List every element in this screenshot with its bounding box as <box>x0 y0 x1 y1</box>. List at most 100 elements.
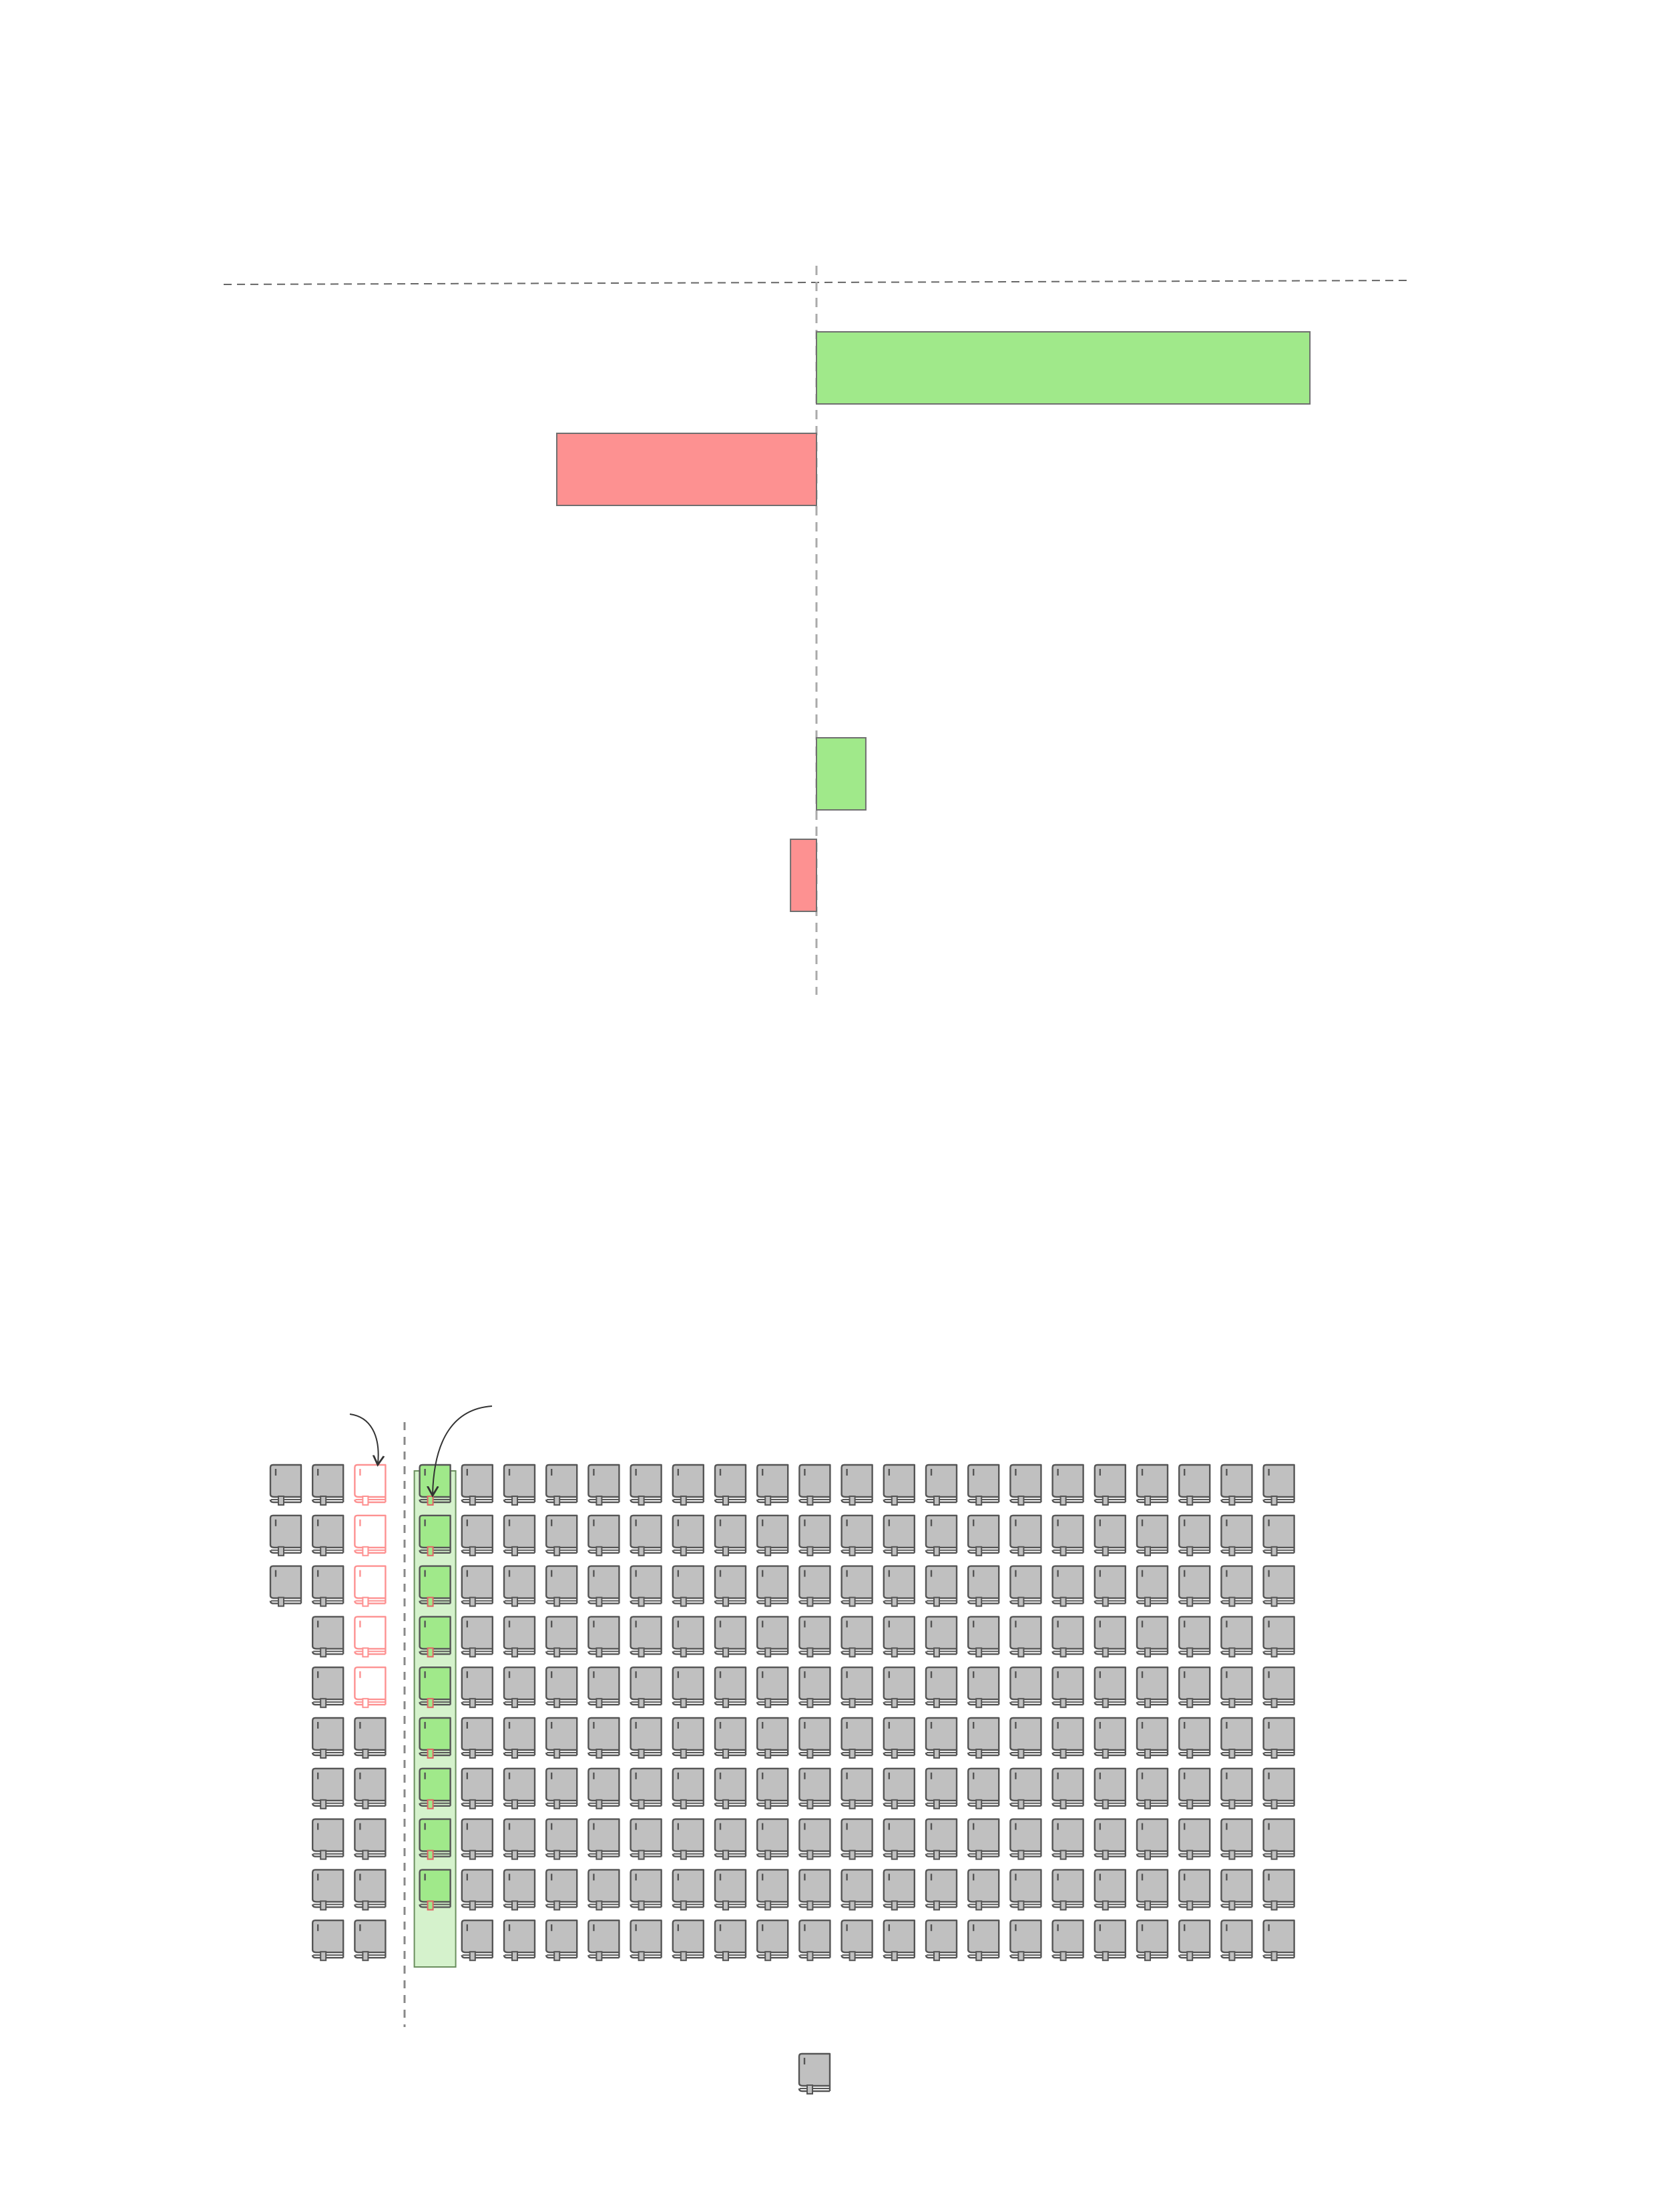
book-icon <box>1262 1464 1295 1506</box>
book-icon <box>269 1565 302 1607</box>
book-icon <box>354 1869 387 1911</box>
book-icon <box>925 1869 958 1911</box>
book-icon <box>1051 1464 1084 1506</box>
book-icon <box>1178 1464 1211 1506</box>
book-icon <box>714 1514 747 1556</box>
book-icon <box>756 1514 789 1556</box>
book-icon <box>672 1514 704 1556</box>
book-icon <box>545 1717 578 1759</box>
book-icon <box>1220 1818 1253 1860</box>
book-icon <box>883 1767 915 1809</box>
book-icon <box>798 1717 831 1759</box>
book-icon <box>672 1717 704 1759</box>
book-icon <box>1178 1920 1211 1962</box>
book-icon <box>925 1616 958 1658</box>
book-icon <box>312 1920 344 1962</box>
book-icon <box>1220 1920 1253 1962</box>
book-icon <box>1051 1818 1084 1860</box>
book-icon <box>461 1616 493 1658</box>
book-icon <box>714 1464 747 1506</box>
book-icon <box>967 1565 1000 1607</box>
book-icon <box>1009 1565 1042 1607</box>
bar-5 <box>816 737 867 811</box>
book-icon <box>798 1920 831 1962</box>
arrow-to-added-column <box>433 1405 493 1494</box>
book-icon <box>630 1869 662 1911</box>
book-icon <box>1009 1464 1042 1506</box>
book-icon <box>354 1767 387 1809</box>
book-icon <box>630 1717 662 1759</box>
book-icon <box>925 1920 958 1962</box>
book-icon <box>1262 1514 1295 1556</box>
book-icon <box>756 1869 789 1911</box>
bar-1 <box>816 331 1311 405</box>
book-icon <box>461 1767 493 1809</box>
book-icon <box>503 1767 536 1809</box>
book-icon <box>967 1514 1000 1556</box>
book-icon <box>587 1616 620 1658</box>
book-icon <box>269 1514 302 1556</box>
book-icon <box>630 1464 662 1506</box>
book-icon <box>461 1667 493 1709</box>
book-icon <box>461 1514 493 1556</box>
book-icon <box>503 1464 536 1506</box>
book-icon <box>461 1818 493 1860</box>
book-icon <box>925 1565 958 1607</box>
book-icon <box>312 1717 344 1759</box>
book-icon <box>883 1869 915 1911</box>
book-icon <box>1136 1514 1169 1556</box>
added-book-icon <box>419 1767 451 1809</box>
added-book-icon <box>419 1616 451 1658</box>
book-icon <box>1009 1616 1042 1658</box>
book-icon <box>756 1616 789 1658</box>
book-icon <box>967 1616 1000 1658</box>
book-icon <box>967 1717 1000 1759</box>
book-icon <box>1262 1717 1295 1759</box>
book-icon <box>1220 1717 1253 1759</box>
book-icon <box>1094 1464 1126 1506</box>
removed-book-icon <box>354 1514 387 1556</box>
book-icon <box>798 1464 831 1506</box>
book-icon <box>545 1818 578 1860</box>
book-icon <box>967 1869 1000 1911</box>
book-icon <box>672 1667 704 1709</box>
book-icon <box>1094 1514 1126 1556</box>
book-icon <box>1262 1818 1295 1860</box>
removed-book-icon <box>354 1565 387 1607</box>
book-icon <box>1094 1565 1126 1607</box>
book-icon <box>354 1717 387 1759</box>
book-icon <box>1094 1616 1126 1658</box>
book-icon <box>841 1514 873 1556</box>
book-icon <box>630 1514 662 1556</box>
book-icon <box>1051 1920 1084 1962</box>
added-book-icon <box>419 1565 451 1607</box>
book-icon <box>545 1767 578 1809</box>
book-icon <box>967 1464 1000 1506</box>
book-icon <box>883 1616 915 1658</box>
book-icon <box>967 1767 1000 1809</box>
book-icon <box>354 1818 387 1860</box>
book-icon <box>587 1667 620 1709</box>
book-icon <box>630 1920 662 1962</box>
book-icon <box>1262 1920 1295 1962</box>
book-icon <box>1178 1616 1211 1658</box>
book-icon <box>798 1514 831 1556</box>
book-icon <box>1178 1717 1211 1759</box>
book-icon <box>1262 1869 1295 1911</box>
book-icon <box>1136 1565 1169 1607</box>
book-icon <box>756 1464 789 1506</box>
book-icon <box>1051 1869 1084 1911</box>
book-icon <box>587 1818 620 1860</box>
book-icon <box>883 1514 915 1556</box>
book-icon <box>756 1565 789 1607</box>
book-icon <box>1051 1667 1084 1709</box>
book-icon <box>841 1920 873 1962</box>
book-icon <box>354 1920 387 1962</box>
book-icon <box>503 1667 536 1709</box>
book-icon <box>503 1717 536 1759</box>
book-icon <box>1009 1869 1042 1911</box>
book-icon <box>1220 1616 1253 1658</box>
book-icon <box>798 1767 831 1809</box>
book-icon <box>1009 1514 1042 1556</box>
book-icon <box>1051 1565 1084 1607</box>
